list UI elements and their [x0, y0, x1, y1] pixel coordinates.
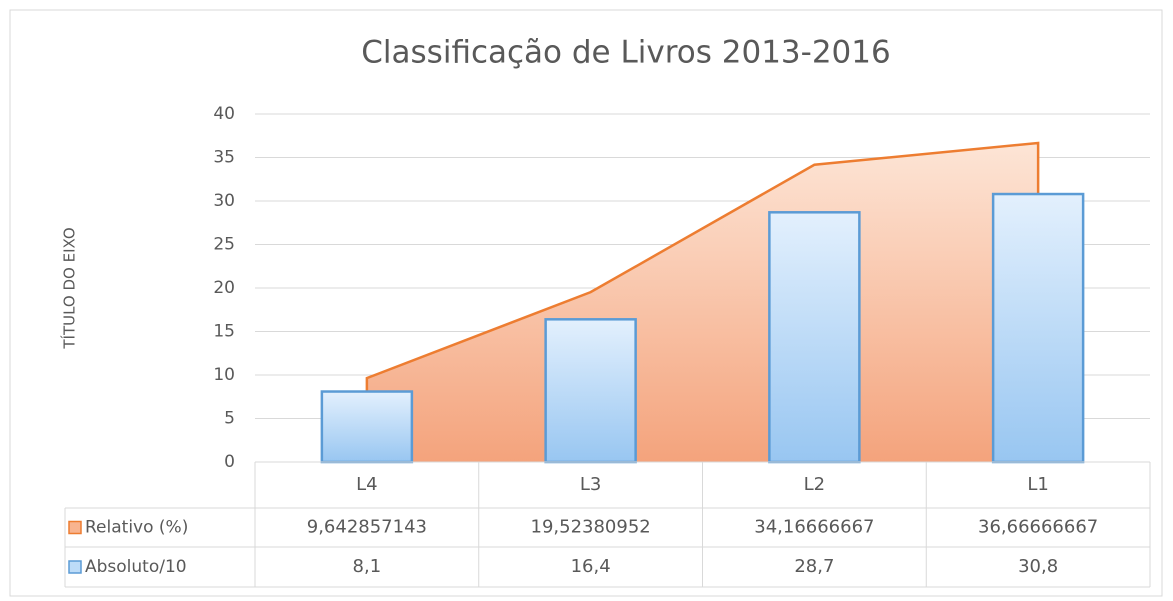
legend-label: Absoluto/10 — [85, 557, 187, 577]
x-tick-label: L4 — [356, 474, 377, 495]
legend-label: Relativo (%) — [85, 518, 188, 538]
legend-key — [68, 560, 82, 574]
bar — [320, 390, 414, 464]
y-tick-label: 15 — [213, 322, 235, 342]
table-value: 16,4 — [571, 556, 611, 577]
table-value: 36,66666667 — [978, 517, 1098, 538]
y-tick-label: 10 — [213, 365, 235, 385]
table-value: 9,642857143 — [307, 517, 427, 538]
legend-key — [68, 520, 82, 535]
table-value: 34,16666667 — [754, 517, 874, 538]
bar — [544, 318, 637, 464]
area-fill — [366, 143, 1039, 462]
y-tick-label: 20 — [213, 278, 235, 298]
table-value: 8,1 — [353, 556, 382, 577]
table-value: 19,52380952 — [531, 517, 651, 538]
y-tick-label: 35 — [213, 148, 235, 168]
chart-title: Classificação de Livros 2013-2016 — [361, 35, 890, 71]
x-tick-label: L1 — [1027, 474, 1048, 495]
y-tick-label: 0 — [224, 452, 235, 472]
bar — [991, 192, 1085, 464]
bar — [768, 211, 861, 464]
y-axis-label: TÍTULO DO EIXO — [60, 227, 79, 349]
y-tick-label: 30 — [213, 191, 235, 211]
y-tick-label: 40 — [213, 104, 235, 124]
x-tick-label: L3 — [580, 474, 601, 495]
y-tick-label: 5 — [224, 409, 235, 429]
table-value: 28,7 — [794, 556, 834, 577]
x-tick-label: L2 — [804, 474, 825, 495]
y-tick-label: 25 — [213, 235, 235, 255]
table-value: 30,8 — [1018, 556, 1058, 577]
